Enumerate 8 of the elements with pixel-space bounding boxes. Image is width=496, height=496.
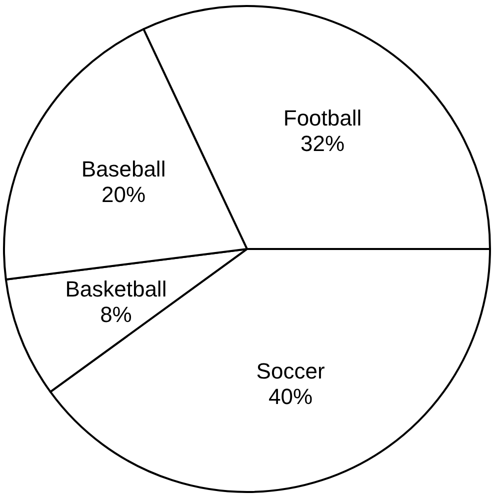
data-label: 32% [300,130,345,156]
data-label: 8% [100,302,132,327]
slice-label: Football [283,106,362,131]
slice-label: Basketball [65,276,167,302]
data-label: 40% [268,384,313,409]
slice-label: Baseball [81,156,166,182]
slice-label: Soccer [256,358,325,384]
data-label: 20% [101,182,146,207]
